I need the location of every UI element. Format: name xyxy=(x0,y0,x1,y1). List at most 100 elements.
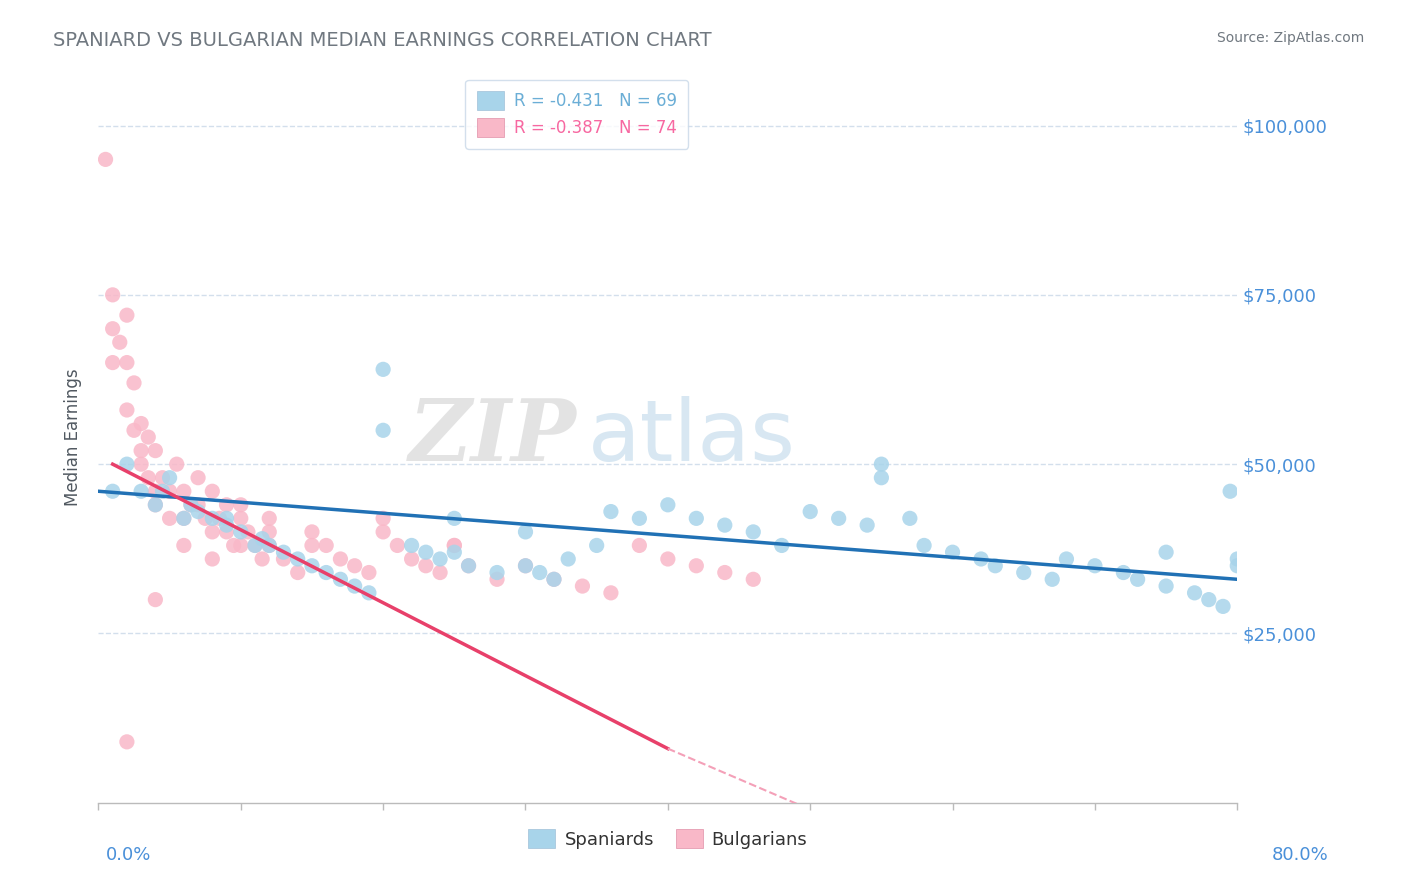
Point xyxy=(1126,572,1149,586)
Point xyxy=(145,592,167,607)
Point xyxy=(770,538,793,552)
Point xyxy=(457,558,479,573)
Point xyxy=(115,735,138,749)
Point xyxy=(180,498,202,512)
Point xyxy=(429,552,451,566)
Y-axis label: Median Earnings: Median Earnings xyxy=(65,368,83,506)
Point xyxy=(856,518,879,533)
Point xyxy=(115,403,138,417)
Point xyxy=(215,518,238,533)
Point xyxy=(373,524,395,539)
Point xyxy=(115,457,138,471)
Point xyxy=(152,484,174,499)
Point xyxy=(129,484,152,499)
Point xyxy=(287,566,309,580)
Point xyxy=(173,511,195,525)
Point xyxy=(201,552,224,566)
Point xyxy=(101,355,124,369)
Point xyxy=(373,362,395,376)
Point xyxy=(443,511,465,525)
Point xyxy=(259,538,281,552)
Point xyxy=(571,579,593,593)
Point xyxy=(94,153,117,167)
Point xyxy=(166,457,188,471)
Point xyxy=(201,484,224,499)
Point xyxy=(101,322,124,336)
Point xyxy=(173,511,195,525)
Point xyxy=(357,586,380,600)
Point xyxy=(443,538,465,552)
Point xyxy=(628,511,651,525)
Point xyxy=(1219,484,1241,499)
Point xyxy=(415,558,437,573)
Point xyxy=(429,566,451,580)
Point xyxy=(443,545,465,559)
Point xyxy=(387,538,409,552)
Point xyxy=(657,498,679,512)
Point xyxy=(898,511,921,525)
Point xyxy=(942,545,965,559)
Point xyxy=(329,572,352,586)
Point xyxy=(159,484,181,499)
Point xyxy=(401,538,423,552)
Point xyxy=(115,308,138,322)
Point xyxy=(108,335,131,350)
Point xyxy=(357,566,380,580)
Point xyxy=(1212,599,1234,614)
Point xyxy=(543,572,565,586)
Point xyxy=(215,498,238,512)
Point xyxy=(685,558,707,573)
Point xyxy=(159,511,181,525)
Point xyxy=(685,511,707,525)
Text: 0.0%: 0.0% xyxy=(105,846,150,863)
Point xyxy=(145,498,167,512)
Point xyxy=(373,423,395,437)
Point xyxy=(515,558,537,573)
Point xyxy=(173,538,195,552)
Point xyxy=(585,538,607,552)
Point xyxy=(136,471,159,485)
Point xyxy=(742,524,765,539)
Point xyxy=(628,538,651,552)
Point xyxy=(343,579,366,593)
Point xyxy=(129,417,152,431)
Point xyxy=(173,484,195,499)
Point xyxy=(101,288,124,302)
Point xyxy=(145,484,167,499)
Point xyxy=(301,538,323,552)
Point xyxy=(243,538,266,552)
Point xyxy=(1112,566,1135,580)
Point xyxy=(714,566,737,580)
Legend: Spaniards, Bulgarians: Spaniards, Bulgarians xyxy=(522,822,814,856)
Point xyxy=(329,552,352,566)
Point xyxy=(152,471,174,485)
Point xyxy=(122,423,145,437)
Point xyxy=(229,538,252,552)
Point xyxy=(1184,586,1206,600)
Point xyxy=(1154,545,1177,559)
Point xyxy=(122,376,145,390)
Point xyxy=(250,532,273,546)
Text: ZIP: ZIP xyxy=(409,395,576,479)
Point xyxy=(401,552,423,566)
Point xyxy=(201,524,224,539)
Point xyxy=(315,538,337,552)
Point xyxy=(373,511,395,525)
Point xyxy=(443,538,465,552)
Point xyxy=(870,471,893,485)
Point xyxy=(229,511,252,525)
Point xyxy=(222,538,245,552)
Point xyxy=(1198,592,1220,607)
Point xyxy=(1226,558,1249,573)
Point xyxy=(194,511,217,525)
Point xyxy=(486,572,509,586)
Point xyxy=(543,572,565,586)
Point xyxy=(315,566,337,580)
Point xyxy=(187,471,209,485)
Point xyxy=(180,498,202,512)
Point xyxy=(145,498,167,512)
Point xyxy=(486,566,509,580)
Point xyxy=(236,524,259,539)
Point xyxy=(129,457,152,471)
Point xyxy=(273,552,295,566)
